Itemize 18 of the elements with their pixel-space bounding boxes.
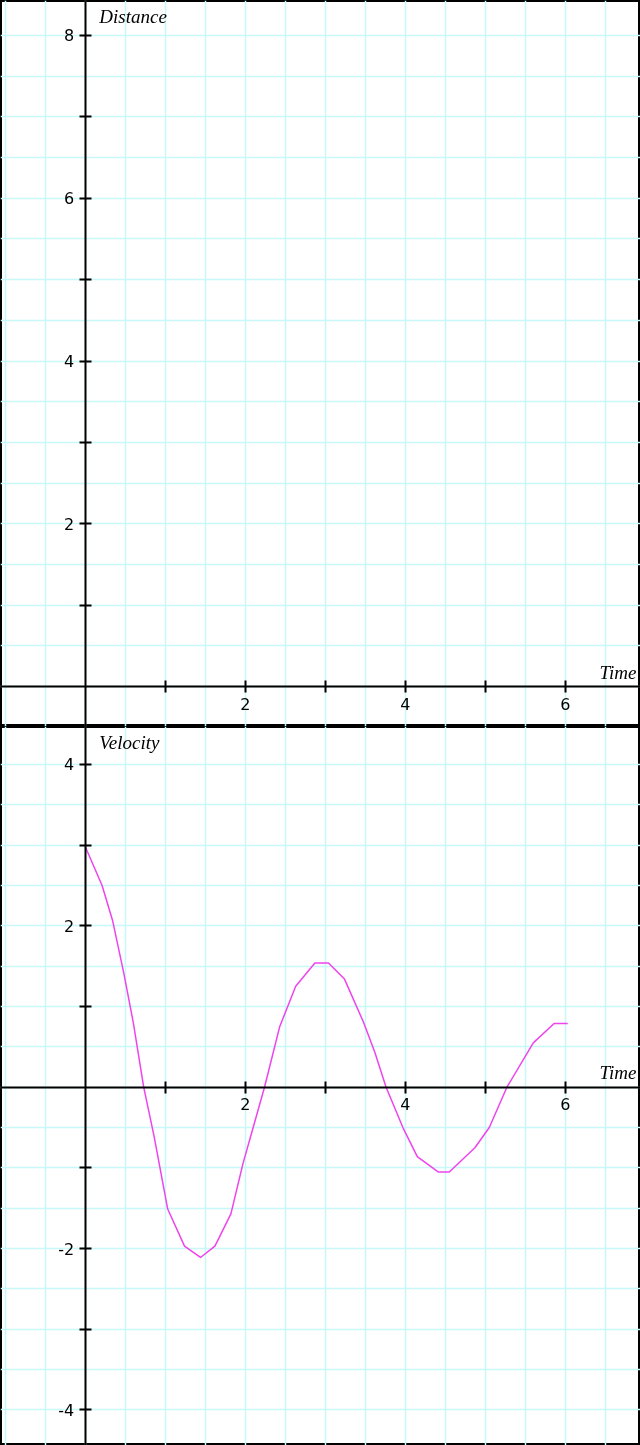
x-tick-label: 4	[400, 1095, 411, 1115]
x-tick-label: 4	[400, 694, 411, 714]
x-axis-title: Time	[599, 661, 637, 683]
y-axis-title: Distance	[98, 5, 167, 27]
y-tick-label: 8	[64, 26, 75, 46]
y-tick-label: 4	[64, 352, 75, 372]
y-tick-label: -2	[58, 1239, 75, 1259]
x-tick-label: 6	[560, 694, 571, 714]
y-tick-label: 6	[64, 189, 75, 209]
y-axis-title: Velocity	[99, 731, 160, 753]
x-tick-label: 2	[240, 1095, 251, 1115]
y-tick-label: 2	[64, 514, 75, 534]
x-axis-title: Time	[599, 1062, 637, 1084]
x-tick-label: 6	[560, 1095, 571, 1115]
y-tick-label: 4	[64, 755, 75, 775]
y-tick-label: -4	[58, 1400, 75, 1420]
y-tick-label: 2	[64, 916, 75, 936]
x-tick-label: 2	[240, 694, 251, 714]
